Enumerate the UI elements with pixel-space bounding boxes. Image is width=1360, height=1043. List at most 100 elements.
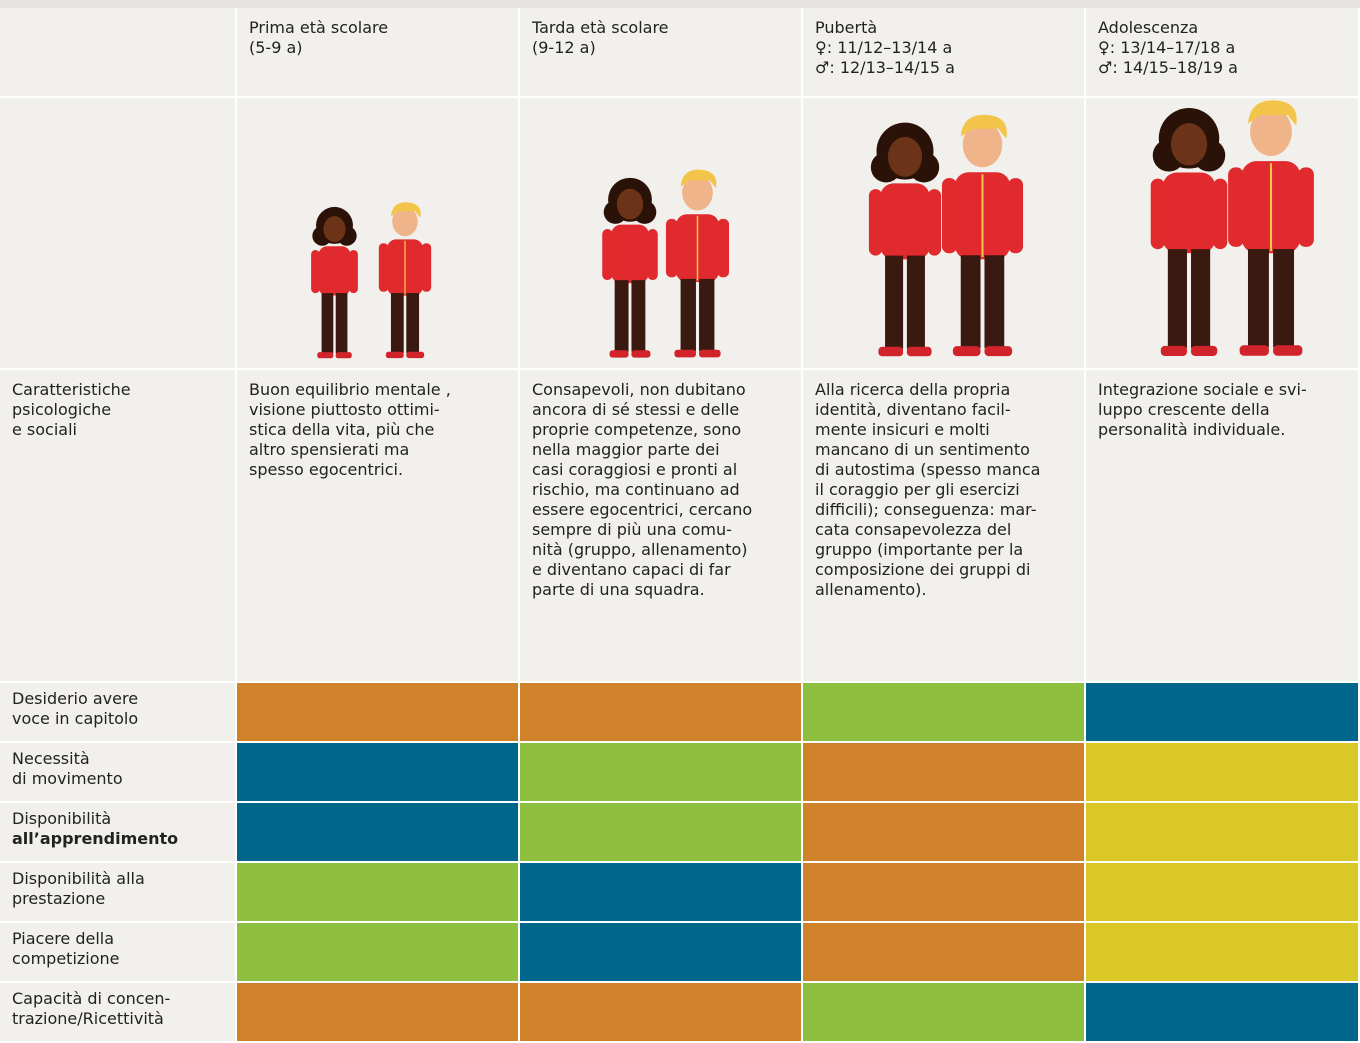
text-line: e diventano capaci di far <box>532 560 731 579</box>
rating-label: Disponibilità all’apprendimento <box>0 803 237 863</box>
text-line: casi coraggiosi e pronti al <box>532 460 738 479</box>
text-line: di autostima (spesso manca <box>815 460 1041 479</box>
rating-color <box>803 863 1086 923</box>
text-line: nità (gruppo, allenamento) <box>532 540 748 559</box>
description-cell: Buon equilibrio mentale , visione piuttos… <box>237 370 520 683</box>
description-cell: Consapevoli, non dubitano ancora di sé st… <box>520 370 803 683</box>
text-line: visione piuttosto ottimi- <box>249 400 440 419</box>
text-line: spesso egocentrici. <box>249 460 404 479</box>
rating-color <box>237 863 520 923</box>
rating-color <box>803 923 1086 983</box>
boy-figure <box>940 113 1025 358</box>
text-line: Pubertà <box>815 18 878 37</box>
rating-color <box>520 743 803 803</box>
rating-label: Piacere della competizione <box>0 923 237 983</box>
text-line: nella maggior parte dei <box>532 440 720 459</box>
text-line: prestazione <box>12 889 106 908</box>
girl-figure <box>868 122 942 357</box>
text-line: Desiderio avere <box>12 689 139 708</box>
description-cell: Integrazione sociale e svi-luppo crescen… <box>1086 370 1360 683</box>
text-line: luppo crescente della <box>1098 400 1270 419</box>
image-cell <box>0 98 237 370</box>
text-line: essere egocentrici, cercano <box>532 500 753 519</box>
text-line: Integrazione sociale e svi- <box>1098 380 1307 399</box>
image-cell <box>520 98 803 370</box>
rating-color <box>237 923 520 983</box>
text-line: e sociali <box>12 420 77 439</box>
text-line: rischio, ma continuano ad <box>532 480 740 499</box>
text-line: Piacere della <box>12 929 115 948</box>
boy-figure <box>1226 99 1316 357</box>
text-line: Alla ricerca della propria <box>815 380 1011 399</box>
text-line: psicologiche <box>12 400 112 419</box>
column-header: Tarda età scolare (9-12 a) <box>520 8 803 98</box>
girl-figure <box>311 206 358 359</box>
text-line: ♂: 14/15–18/19 a <box>1098 58 1238 77</box>
rating-color <box>1086 683 1360 743</box>
text-line: parte di una squadra. <box>532 580 705 599</box>
text-line: mente insicuri e molti <box>815 420 990 439</box>
text-line: ancora di sé stessi e delle <box>532 400 740 419</box>
text-line: all’apprendimento <box>12 829 179 848</box>
rating-color <box>520 863 803 923</box>
boy-figure <box>665 168 730 359</box>
text-line: competizione <box>12 949 120 968</box>
girl-figure <box>1150 108 1228 356</box>
top-strip <box>0 0 1360 8</box>
image-cell <box>1086 98 1360 370</box>
image-cell <box>803 98 1086 370</box>
rating-label: Disponibilità alla prestazione <box>0 863 237 923</box>
text-line: (9-12 a) <box>532 38 596 57</box>
text-line: Adolescenza <box>1098 18 1199 37</box>
image-cell <box>237 98 520 370</box>
text-line: Disponibilità <box>12 809 112 828</box>
column-header: Pubertà ♀: 11/12–13/14 a ♂: 12/13–14/15 a <box>803 8 1086 98</box>
girl-figure <box>602 177 658 358</box>
text-line: trazione/Ricettività <box>12 1009 164 1028</box>
rating-color <box>1086 983 1360 1043</box>
rating-color <box>803 683 1086 743</box>
text-line: sempre di più una comu- <box>532 520 732 539</box>
text-line: ♂: 12/13–14/15 a <box>815 58 955 77</box>
rating-color <box>803 743 1086 803</box>
rating-color <box>237 983 520 1043</box>
rating-color <box>803 983 1086 1043</box>
rating-color <box>520 983 803 1043</box>
rating-color <box>237 803 520 863</box>
text-line: il coraggio per gli esercizi <box>815 480 1020 499</box>
text-line: Necessità <box>12 749 90 768</box>
text-line: Tarda età scolare <box>532 18 669 37</box>
text-line: personalità individuale. <box>1098 420 1286 439</box>
text-line: voce in capitolo <box>12 709 139 728</box>
text-line: Capacità di concen- <box>12 989 171 1008</box>
rating-color <box>1086 803 1360 863</box>
row-label: Caratteristiche psicologiche e sociali <box>0 370 237 683</box>
rating-color <box>520 923 803 983</box>
rating-color <box>1086 743 1360 803</box>
text-line: ♀: 13/14–17/18 a <box>1098 38 1236 57</box>
text-line: Consapevoli, non dubitano <box>532 380 746 399</box>
rating-label: Necessità di movimento <box>0 743 237 803</box>
text-line: di movimento <box>12 769 123 788</box>
text-line: allenamento). <box>815 580 927 599</box>
boy-figure <box>378 201 432 359</box>
text-line: (5-9 a) <box>249 38 303 57</box>
text-line: mancano di un sentimento <box>815 440 1030 459</box>
rating-color <box>520 803 803 863</box>
column-header: Prima età scolare (5-9 a) <box>237 8 520 98</box>
text-line: altro spensierati ma <box>249 440 410 459</box>
text-line: difficili); conseguenza: mar- <box>815 500 1037 519</box>
column-header: Adolescenza ♀: 13/14–17/18 a ♂: 14/15–18/1… <box>1086 8 1360 98</box>
rating-color <box>237 743 520 803</box>
rating-color <box>1086 863 1360 923</box>
text-line: identità, diventano facil- <box>815 400 1011 419</box>
header-corner <box>0 8 237 98</box>
text-line: Buon equilibrio mentale , <box>249 380 451 399</box>
rating-color <box>803 803 1086 863</box>
rating-color <box>237 683 520 743</box>
text-line: ♀: 11/12–13/14 a <box>815 38 953 57</box>
text-line: Caratteristiche <box>12 380 131 399</box>
description-cell: Alla ricerca della propria identità, dive… <box>803 370 1086 683</box>
text-line: stica della vita, più che <box>249 420 435 439</box>
